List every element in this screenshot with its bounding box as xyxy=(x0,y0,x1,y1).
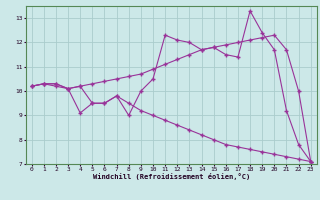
X-axis label: Windchill (Refroidissement éolien,°C): Windchill (Refroidissement éolien,°C) xyxy=(92,173,250,180)
